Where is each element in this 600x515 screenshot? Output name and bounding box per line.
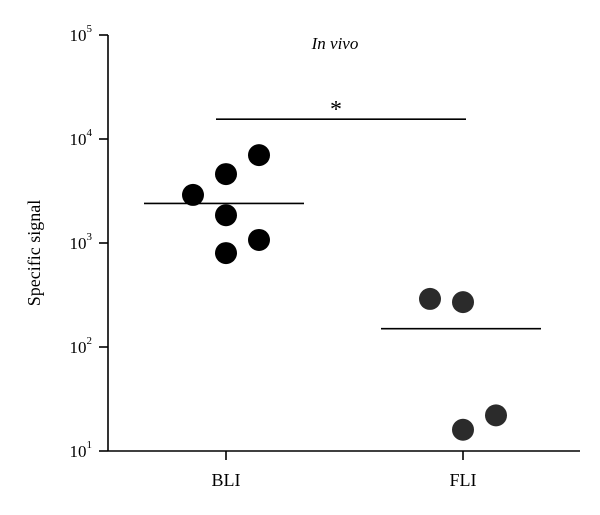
data-point: [248, 144, 270, 167]
x-category-label: FLI: [450, 470, 477, 490]
data-point: [248, 228, 270, 251]
data-point: [452, 418, 474, 441]
data-point: [215, 204, 237, 227]
y-ticks: 101 102 103 104 105: [70, 23, 108, 461]
median-lines: [144, 202, 541, 330]
axes: [107, 35, 580, 452]
y-tick-label: 101: [70, 439, 93, 461]
data-point: [419, 287, 441, 310]
significance-bracket: *: [216, 97, 466, 123]
panel-annotation: In vivo: [311, 34, 359, 53]
data-point: [215, 242, 237, 265]
x-category-label: BLI: [212, 470, 241, 490]
data-point: [182, 183, 204, 206]
x-ticks: BLI FLI: [212, 451, 477, 490]
data-points: [182, 144, 507, 441]
y-tick-label: 102: [70, 335, 93, 357]
y-tick-label: 104: [70, 127, 93, 149]
significance-star: *: [330, 97, 342, 123]
data-point: [452, 291, 474, 314]
data-point: [215, 163, 237, 186]
y-tick-label: 105: [70, 23, 93, 45]
y-axis-label: Specific signal: [24, 200, 44, 306]
y-tick-label: 103: [70, 231, 93, 253]
data-point: [485, 404, 507, 427]
